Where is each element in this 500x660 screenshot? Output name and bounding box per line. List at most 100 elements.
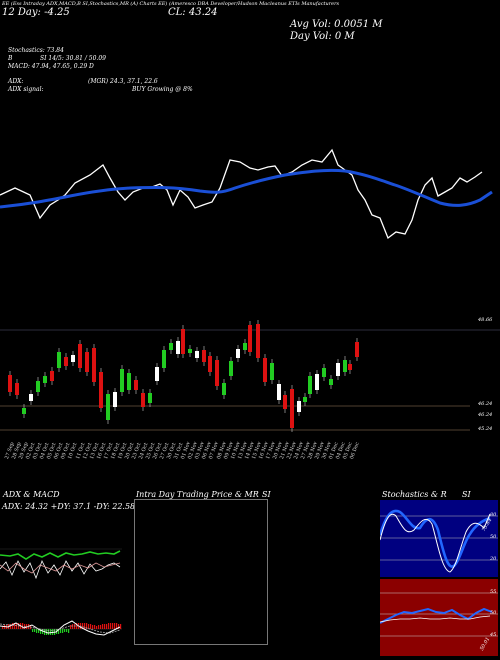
- macd-histogram-bar: [88, 624, 90, 629]
- macd-histogram-bar: [72, 624, 74, 629]
- candle-body: [120, 369, 124, 392]
- candle-body: [8, 375, 12, 392]
- macd-histogram-bar: [48, 629, 50, 635]
- macd-histogram-bar: [84, 623, 86, 629]
- candle-body: [277, 384, 281, 400]
- close-price: CL: 43.24: [168, 7, 218, 18]
- macd-histogram-bar: [120, 624, 122, 629]
- macd-histogram-bar: [38, 629, 40, 633]
- candle-body: [297, 401, 301, 412]
- adx-macd-chart: [0, 548, 122, 636]
- si-prefix: B: [8, 55, 13, 62]
- stoch-tick-20: 20: [490, 556, 497, 562]
- stochastics-chart: [380, 509, 498, 573]
- stochastics-readout: Stochastics: 73.84: [8, 47, 64, 54]
- candle-body: [50, 371, 54, 381]
- price-axis-label-1: 46.24: [478, 401, 493, 407]
- macd-histogram-bar: [60, 629, 62, 633]
- macd-histogram-bar: [34, 629, 36, 632]
- candle-body: [336, 363, 340, 376]
- macd-histogram-bar: [90, 624, 92, 629]
- minus-di-line: [0, 562, 121, 574]
- stochastic-k-line: [380, 509, 491, 568]
- candlestick-series: [8, 320, 359, 432]
- macd-histogram-bar: [68, 629, 70, 633]
- candle-body: [303, 397, 307, 402]
- macd-histogram-bar: [102, 624, 104, 629]
- macd-histogram-bar: [32, 629, 34, 632]
- candle-body: [315, 374, 319, 390]
- rsi-chart: [380, 592, 498, 637]
- macd-histogram-bar: [2, 626, 4, 629]
- candle-body: [202, 350, 206, 362]
- rsi-tick-55: 55: [490, 589, 497, 595]
- candle-body: [229, 361, 233, 376]
- candle-body: [329, 379, 333, 385]
- adx-macd-panel: ADX: 24.32 +DY: 37.1 -DY: 22.58: [0, 499, 135, 660]
- adx-macd-title: ADX & MACD: [3, 490, 60, 499]
- macd-readout: MACD: 47.94, 47.65, 0.29 D: [8, 63, 94, 70]
- day-volume: Day Vol: 0 M: [290, 31, 355, 42]
- macd-histogram-bar: [94, 625, 96, 629]
- rsi-tick-50: 50: [490, 610, 497, 616]
- candle-body: [29, 394, 33, 401]
- adx-signal-label: ADX signal:: [8, 86, 44, 93]
- macd-histogram-bar: [58, 629, 60, 634]
- candle-body: [85, 352, 89, 372]
- candle-body: [148, 393, 152, 403]
- macd-histogram-bar: [114, 623, 116, 629]
- mri-line: [380, 615, 491, 623]
- candle-body: [134, 380, 138, 390]
- candle-body: [348, 364, 352, 370]
- candle-body: [162, 350, 166, 368]
- candle-body: [188, 349, 192, 353]
- macd-histogram-bar: [92, 625, 94, 629]
- macd-histogram-bar: [82, 623, 84, 629]
- candle-body: [36, 381, 40, 392]
- candle-body: [343, 360, 347, 372]
- date-axis: 27 Sep 28 Sep 29 Sep 02 Oct 03 Oct 04 Oct 05 O…: [0, 436, 500, 484]
- main-price-chart: [0, 148, 500, 432]
- macd-histogram-bar: [10, 624, 12, 629]
- adx-line: [0, 550, 121, 560]
- price-axis-top: 48.66: [478, 317, 493, 323]
- macd-histogram-bar: [98, 625, 100, 629]
- adx-values-box: ADX: 24.32 +DY: 37.1 -DY: 22.58: [2, 502, 136, 511]
- candle-body: [308, 376, 312, 394]
- rsi-panel: 55 50 45 50.01: [380, 579, 498, 656]
- macd-histogram-bar: [86, 623, 88, 629]
- candle-body: [78, 344, 82, 368]
- avg-volume: Avg Vol: 0.0051 M: [290, 19, 383, 30]
- candle-body: [256, 324, 260, 358]
- macd-histogram-bar: [64, 629, 66, 632]
- day-change: 12 Day: -4.25: [2, 7, 70, 18]
- stochastics-si: SI: [462, 490, 471, 499]
- candle-body: [208, 356, 212, 372]
- macd-histogram-bar: [116, 623, 118, 629]
- macd-histogram-bar: [96, 626, 98, 629]
- candle-body: [43, 376, 47, 383]
- macd-line: [0, 620, 121, 636]
- candle-body: [243, 343, 247, 350]
- candle-body: [99, 372, 103, 408]
- macd-histogram-bar: [40, 629, 42, 634]
- stoch-tick-80: 80: [490, 512, 497, 518]
- candle-body: [222, 383, 226, 395]
- stochastic-d-line: [380, 513, 491, 573]
- candle-body: [15, 383, 19, 395]
- stochastics-rsi-title: Stochastics & R: [382, 490, 447, 499]
- candle-body: [195, 351, 199, 358]
- candle-body: [106, 394, 110, 420]
- candle-body: [64, 357, 68, 366]
- candle-body: [322, 368, 326, 377]
- candle-body: [181, 329, 185, 354]
- candle-body: [290, 389, 294, 428]
- macd-histogram-bar: [100, 625, 102, 629]
- intraday-si: SI: [262, 490, 271, 499]
- price-axis-label-3: 45.24: [478, 426, 493, 432]
- candle-body: [215, 360, 219, 386]
- macd-histogram-bar: [50, 629, 52, 635]
- macd-histogram-bar: [66, 629, 68, 632]
- intraday-title: Intra Day Trading Price & MR: [136, 490, 259, 499]
- candle-body: [22, 408, 26, 414]
